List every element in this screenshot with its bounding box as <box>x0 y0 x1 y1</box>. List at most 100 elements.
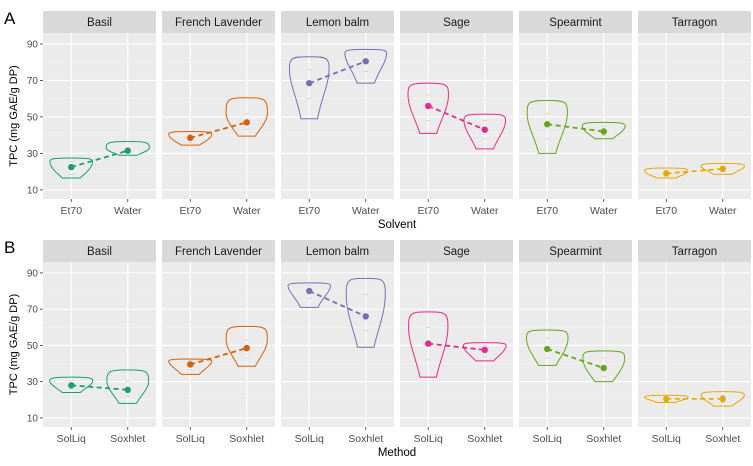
violin <box>408 311 449 378</box>
plot-background <box>638 262 751 427</box>
mean-point <box>306 79 313 87</box>
facet-strip <box>638 240 751 262</box>
facet-lemon-balm: Lemon balm SolLiq Soxhlet <box>281 240 394 445</box>
y-axis-title: TPC (mg GAE/g DP) <box>8 65 20 166</box>
mean-point <box>68 382 75 389</box>
plot-background <box>638 33 751 199</box>
violin <box>225 325 268 367</box>
x-tick-label: SolLiq <box>533 433 562 445</box>
mean-connector <box>546 348 605 369</box>
x-axis-title: Method <box>378 447 416 459</box>
violin <box>49 376 94 394</box>
facet-title: Basil <box>87 17 112 29</box>
mean-point <box>719 395 726 403</box>
mean-point <box>544 121 551 128</box>
violin <box>344 48 388 84</box>
x-tick-label: Et70 <box>179 205 201 217</box>
facet-title: Tarragon <box>672 17 717 29</box>
y-tick-label: 90 <box>27 39 39 50</box>
y-tick-label: 50 <box>27 112 39 123</box>
x-tick-label: Soxhlet <box>229 433 264 445</box>
violin <box>526 99 568 154</box>
facet-sage: Sage SolLiq Soxhlet <box>400 240 513 445</box>
facet-strip <box>43 11 156 33</box>
facet-strip <box>281 11 394 33</box>
x-tick-label: Soxhlet <box>348 433 383 445</box>
mean-point <box>425 102 432 110</box>
mean-point <box>187 134 194 142</box>
mean-point <box>362 58 369 65</box>
facet-strip <box>162 11 275 33</box>
plot-background <box>162 262 275 427</box>
mean-point <box>425 340 432 347</box>
mean-point <box>600 364 607 372</box>
plot-background <box>400 33 513 199</box>
violin <box>462 342 507 362</box>
x-tick-label: SolLiq <box>176 433 205 445</box>
x-tick-label: Et70 <box>298 205 320 217</box>
mean-connector <box>547 123 604 133</box>
x-tick-label: SolLiq <box>652 433 681 445</box>
plot-background <box>162 33 275 199</box>
violin <box>700 162 745 175</box>
x-tick-label: SolLiq <box>414 433 443 445</box>
facet-strip <box>400 11 513 33</box>
violin <box>105 141 150 156</box>
facet-basil: Basil Et70 Water <box>43 11 156 217</box>
facet-french-lavender: French Lavender Et70 Water <box>162 11 275 217</box>
facet-title: Spearmint <box>549 246 602 258</box>
facet-title: Basil <box>87 246 112 258</box>
x-axis-title: Solvent <box>378 219 417 231</box>
y-tick-label: 30 <box>27 377 39 388</box>
violin <box>288 56 330 120</box>
mean-point <box>124 147 131 154</box>
x-tick-label: Water <box>709 205 737 217</box>
facet-title: Tarragon <box>672 246 717 258</box>
violin <box>643 394 689 404</box>
mean-connector <box>666 168 723 175</box>
mean-point <box>243 344 250 352</box>
x-tick-label: Soxhlet <box>110 433 145 445</box>
facet-title: Lemon balm <box>306 17 369 29</box>
violin <box>582 350 626 383</box>
facet-title: French Lavender <box>175 17 262 29</box>
facet-strip <box>519 240 632 262</box>
y-tick-label: 30 <box>27 149 39 160</box>
facet-lemon-balm: Lemon balm Et70 Water <box>281 11 394 217</box>
mean-point <box>544 345 551 353</box>
mean-point <box>243 119 250 126</box>
x-tick-label: Et70 <box>536 205 558 217</box>
x-tick-label: Water <box>352 205 380 217</box>
mean-point <box>187 361 194 368</box>
facet-title: Sage <box>443 17 470 29</box>
facet-strip <box>43 240 156 262</box>
x-tick-label: SolLiq <box>57 433 86 445</box>
mean-point <box>306 287 313 295</box>
mean-point <box>481 346 488 354</box>
facet-tarragon: Tarragon Et70 Water <box>638 11 751 217</box>
y-tick-label: 70 <box>27 76 39 87</box>
x-tick-label: Water <box>233 205 261 217</box>
mean-point <box>481 126 488 133</box>
violin <box>700 391 745 407</box>
mean-connector <box>71 384 128 391</box>
violin <box>287 282 331 308</box>
mean-point <box>124 386 131 394</box>
panel-label: B <box>4 238 15 257</box>
facet-strip <box>162 240 275 262</box>
violin <box>463 113 507 150</box>
plot-background <box>519 33 632 199</box>
mean-point <box>663 170 670 177</box>
x-tick-label: Water <box>114 205 142 217</box>
violin <box>407 82 449 134</box>
violin <box>106 369 150 404</box>
plot-background <box>43 262 156 427</box>
y-tick-label: 70 <box>27 305 39 316</box>
mean-connector <box>308 290 367 318</box>
mean-point <box>68 163 75 171</box>
facet-strip <box>519 11 632 33</box>
violin <box>644 167 689 179</box>
plot-background <box>281 262 394 427</box>
violin <box>168 358 213 375</box>
